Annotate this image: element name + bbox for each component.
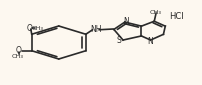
Text: N: N	[123, 17, 129, 26]
Text: S: S	[116, 36, 121, 45]
Text: O: O	[16, 46, 22, 55]
Text: HCl: HCl	[169, 12, 184, 21]
Text: CH₃: CH₃	[32, 26, 44, 31]
Text: N: N	[147, 37, 153, 46]
Text: CH₃: CH₃	[150, 10, 162, 15]
Text: CH₃: CH₃	[12, 54, 24, 59]
Text: O: O	[27, 24, 33, 33]
Text: NH: NH	[90, 25, 102, 34]
